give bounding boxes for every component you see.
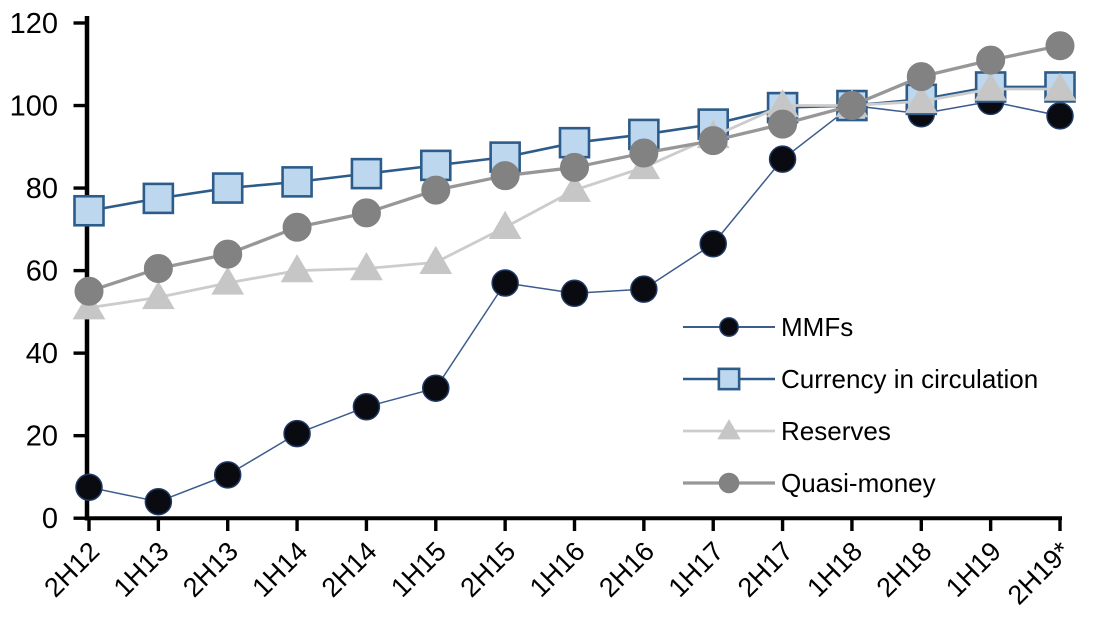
svg-text:2H12: 2H12 xyxy=(38,536,105,603)
legend-item-quasi-money: Quasi-money xyxy=(683,457,1038,509)
svg-text:2H15: 2H15 xyxy=(455,536,522,603)
svg-text:2H17: 2H17 xyxy=(732,536,799,603)
svg-text:1H16: 1H16 xyxy=(524,536,591,603)
svg-text:2H18: 2H18 xyxy=(871,536,938,603)
reserves-line-marker-icon xyxy=(683,419,775,440)
legend-label-mmfs: MMFs xyxy=(781,311,854,342)
legend-item-mmfs: MMFs xyxy=(683,301,1038,353)
legend-label-quasi-money: Quasi-money xyxy=(781,467,936,498)
svg-text:1H13: 1H13 xyxy=(108,536,175,603)
svg-text:80: 80 xyxy=(26,173,58,205)
quasi-money-line-marker-icon xyxy=(683,472,775,494)
svg-text:60: 60 xyxy=(26,256,58,288)
legend-label-reserves: Reserves xyxy=(781,415,891,446)
svg-text:20: 20 xyxy=(26,421,58,453)
currency-line-marker-icon xyxy=(683,367,775,391)
svg-text:40: 40 xyxy=(26,338,58,370)
svg-text:2H16: 2H16 xyxy=(593,536,660,603)
legend-label-currency-in-circulation: Currency in circulation xyxy=(781,363,1039,394)
svg-text:100: 100 xyxy=(10,91,58,123)
legend-item-currency-in-circulation: Currency in circulation xyxy=(683,353,1038,405)
mmfs-line-marker-icon xyxy=(683,317,775,337)
svg-text:1H18: 1H18 xyxy=(801,536,868,603)
svg-text:0: 0 xyxy=(42,503,58,535)
svg-text:1H15: 1H15 xyxy=(385,536,452,603)
legend-item-reserves: Reserves xyxy=(683,405,1038,457)
svg-text:1H17: 1H17 xyxy=(663,536,730,603)
svg-text:2H14: 2H14 xyxy=(316,536,383,603)
svg-text:1H19: 1H19 xyxy=(940,536,1007,603)
svg-text:1H14: 1H14 xyxy=(246,536,313,603)
svg-text:2H13: 2H13 xyxy=(177,536,244,603)
chart-legend: MMFs Currency in circulation Reserves Qu… xyxy=(683,301,1038,509)
svg-text:120: 120 xyxy=(10,8,58,40)
svg-text:2H19*: 2H19* xyxy=(1002,536,1077,611)
